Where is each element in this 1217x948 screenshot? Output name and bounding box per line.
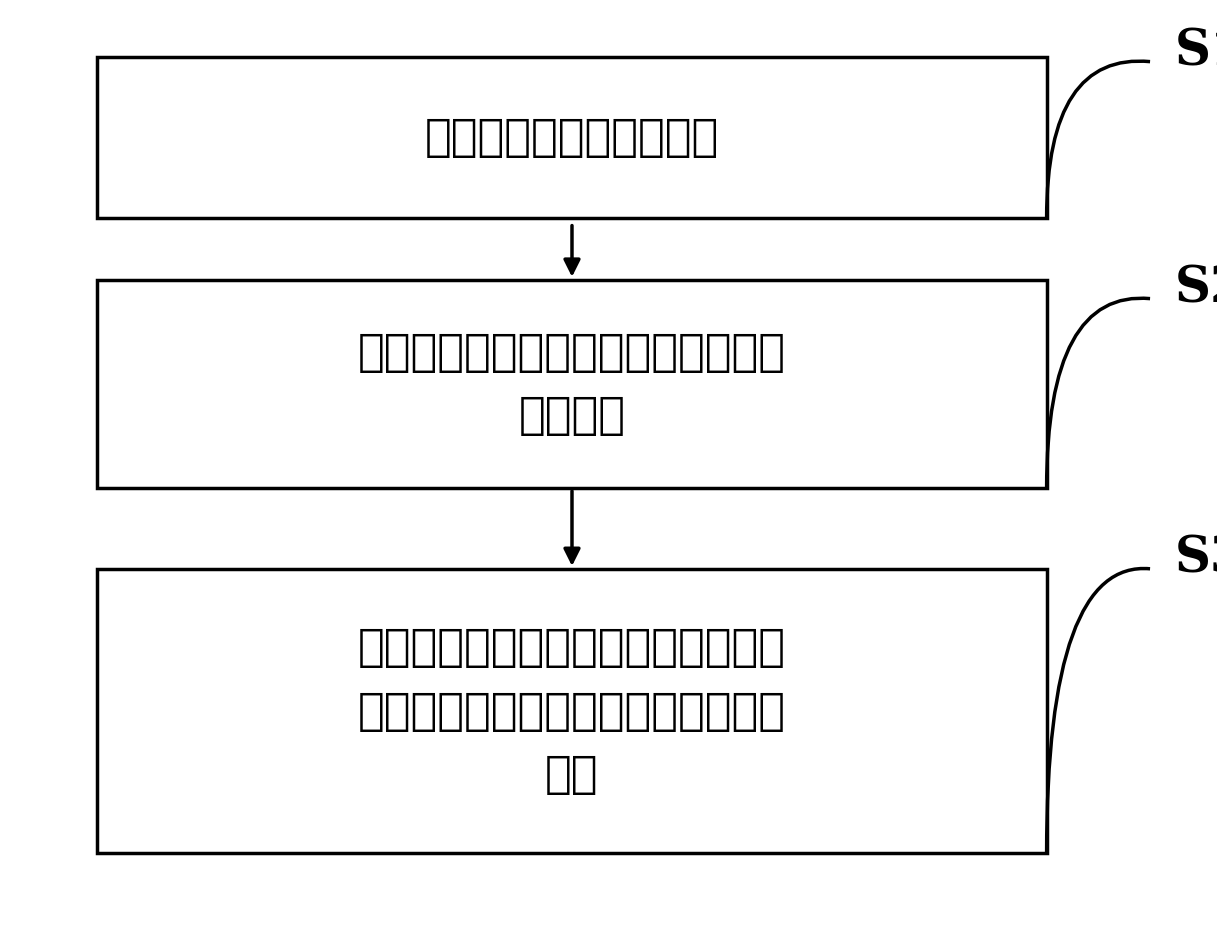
Text: 依据对检测数据的判断结果，结合预
置的数据学习库，判断电梯钢丝绳的
状态: 依据对检测数据的判断结果，结合预 置的数据学习库，判断电梯钢丝绳的 状态 bbox=[358, 626, 786, 796]
Text: S10: S10 bbox=[1174, 27, 1217, 77]
FancyBboxPatch shape bbox=[97, 280, 1047, 488]
FancyBboxPatch shape bbox=[97, 569, 1047, 853]
Text: S20: S20 bbox=[1174, 264, 1217, 314]
Text: S30: S30 bbox=[1174, 535, 1217, 584]
Text: 通过传感器收集检测数据: 通过传感器收集检测数据 bbox=[425, 116, 719, 159]
Text: 获取检测数据，判断检测数据是否为
异常数据: 获取检测数据，判断检测数据是否为 异常数据 bbox=[358, 331, 786, 437]
FancyBboxPatch shape bbox=[97, 57, 1047, 218]
